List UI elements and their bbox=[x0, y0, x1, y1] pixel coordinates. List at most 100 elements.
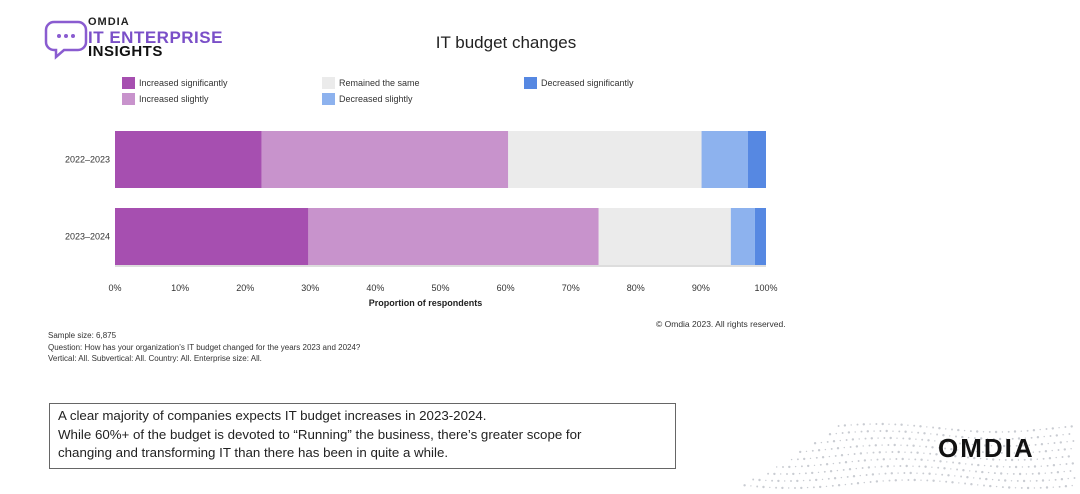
bar-2023-2024-increased-slightly bbox=[308, 208, 599, 265]
legend-label: Decreased slightly bbox=[339, 94, 413, 104]
decorative-dot bbox=[1014, 487, 1017, 489]
decorative-dot bbox=[919, 445, 921, 447]
decorative-dot bbox=[832, 462, 835, 465]
decorative-dot bbox=[981, 470, 984, 474]
decorative-dot bbox=[1000, 472, 1003, 475]
legend-item-increased-slightly: Increased slightly bbox=[122, 93, 209, 105]
decorative-dot bbox=[960, 475, 963, 478]
decorative-dot bbox=[934, 440, 936, 442]
decorative-dot bbox=[1051, 427, 1054, 430]
decorative-dot bbox=[1021, 466, 1024, 468]
decorative-dot bbox=[1034, 443, 1037, 446]
decorative-dot bbox=[813, 442, 817, 445]
decorative-dot bbox=[956, 468, 959, 471]
decorative-dot bbox=[924, 465, 927, 468]
decorative-dot bbox=[848, 468, 852, 471]
decorative-dot bbox=[899, 465, 902, 467]
legend-label: Remained the same bbox=[339, 78, 420, 88]
decorative-dot bbox=[807, 464, 810, 468]
decorative-dot bbox=[879, 430, 882, 432]
decorative-dot bbox=[917, 431, 920, 434]
decorative-dot bbox=[1032, 451, 1034, 453]
decorative-dot bbox=[743, 484, 746, 487]
decorative-dot bbox=[920, 479, 922, 481]
decorative-dot bbox=[935, 473, 937, 475]
decorative-dot bbox=[955, 435, 957, 438]
decorative-dot bbox=[935, 453, 938, 456]
decorative-dot bbox=[842, 468, 845, 471]
decorative-dot bbox=[869, 423, 871, 425]
legend-swatch bbox=[322, 93, 335, 105]
decorative-dot bbox=[964, 482, 967, 485]
decorative-dot bbox=[928, 472, 931, 475]
decorative-dot bbox=[1044, 450, 1048, 453]
decorative-dot bbox=[870, 459, 872, 461]
decorative-dot bbox=[966, 476, 969, 479]
decorative-dot bbox=[1029, 458, 1033, 461]
copyright: © Omdia 2023. All rights reserved. bbox=[656, 319, 786, 329]
decorative-dot bbox=[959, 442, 961, 445]
decorative-dot bbox=[931, 446, 934, 449]
decorative-dot bbox=[817, 449, 821, 452]
decorative-dot bbox=[864, 437, 867, 440]
decorative-dot bbox=[887, 444, 890, 446]
decorative-dot bbox=[992, 437, 995, 440]
decorative-dot bbox=[828, 433, 832, 436]
decorative-dot bbox=[991, 478, 994, 481]
decorative-dot bbox=[1013, 452, 1016, 454]
decorative-dot bbox=[777, 479, 780, 483]
decorative-dot bbox=[895, 458, 898, 460]
decorative-dot bbox=[889, 458, 891, 460]
decorative-dot bbox=[989, 484, 992, 488]
decorative-dot bbox=[1001, 431, 1004, 433]
decorative-dot bbox=[1052, 486, 1054, 488]
decorative-dot bbox=[938, 427, 941, 430]
decorative-dot bbox=[843, 424, 847, 427]
decorative-dot bbox=[866, 452, 868, 454]
decorative-dot bbox=[815, 478, 818, 482]
decorative-dot bbox=[834, 454, 837, 457]
decorative-dot bbox=[812, 486, 815, 489]
decorative-dot bbox=[957, 428, 960, 432]
decorative-dot bbox=[961, 435, 964, 439]
decorative-dot bbox=[1038, 450, 1041, 453]
decorative-dot bbox=[919, 425, 922, 428]
decorative-dot bbox=[803, 457, 806, 461]
decorative-dot bbox=[1055, 456, 1057, 459]
legend-item-remained-same: Remained the same bbox=[322, 77, 420, 89]
decorative-dot bbox=[907, 479, 910, 481]
decorative-dot bbox=[1044, 472, 1046, 474]
decorative-dot bbox=[910, 451, 913, 454]
decorative-dot bbox=[933, 459, 936, 462]
decorative-dot bbox=[857, 460, 860, 462]
decorative-dot bbox=[862, 445, 864, 447]
decorative-dot bbox=[1061, 456, 1064, 458]
decorative-dot bbox=[1023, 458, 1026, 461]
decorative-dot bbox=[802, 479, 805, 482]
decorative-dot bbox=[1014, 465, 1018, 469]
decorative-dot bbox=[894, 479, 897, 482]
decorative-dot bbox=[985, 477, 988, 481]
decorative-dot bbox=[856, 482, 860, 485]
decorative-dot bbox=[1026, 486, 1030, 490]
decorative-dot bbox=[1045, 428, 1048, 430]
decorative-dot bbox=[1048, 479, 1050, 481]
decorative-dot bbox=[898, 430, 901, 433]
bar-2022-2023-increased-slightly bbox=[261, 131, 509, 188]
decorative-dot bbox=[886, 465, 889, 468]
x-tick-label: 60% bbox=[497, 283, 515, 293]
decorative-dot bbox=[1018, 472, 1022, 476]
decorative-dot bbox=[927, 459, 929, 461]
y-tick-label: 2022–2023 bbox=[65, 155, 110, 165]
decorative-dot bbox=[1059, 463, 1061, 466]
decorative-dot bbox=[1036, 436, 1040, 439]
decorative-dot bbox=[1049, 435, 1052, 437]
decorative-dot bbox=[977, 444, 980, 447]
decorative-dot bbox=[1016, 479, 1019, 482]
decorative-dot bbox=[794, 465, 797, 468]
decorative-dot bbox=[965, 442, 968, 446]
decorative-dot bbox=[897, 450, 900, 454]
decorative-dot bbox=[796, 458, 799, 461]
decorative-dot bbox=[790, 480, 792, 482]
decorative-dot bbox=[1027, 465, 1030, 468]
